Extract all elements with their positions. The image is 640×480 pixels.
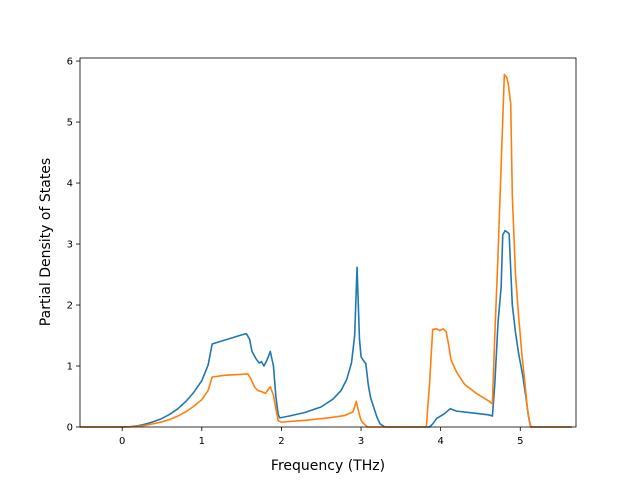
y-tick-label: 5 <box>67 118 73 129</box>
y-tick-label: 3 <box>67 240 73 251</box>
x-axis-label: Frequency (THz) <box>271 458 385 474</box>
y-tick-label: 2 <box>67 301 73 312</box>
y-tick-label: 4 <box>67 179 73 190</box>
x-tick-label: 4 <box>437 436 443 447</box>
x-tick-label: 3 <box>358 436 364 447</box>
y-tick-label: 0 <box>67 423 73 434</box>
x-tick-label: 0 <box>119 436 125 447</box>
plot-frame <box>79 57 577 428</box>
y-tick-label: 1 <box>67 362 73 373</box>
y-tick-label: 6 <box>67 57 73 68</box>
y-ticks: 0 1 2 3 4 5 6 <box>67 57 80 434</box>
y-axis-label: Partial Density of States <box>38 158 54 326</box>
x-tick-label: 1 <box>199 436 205 447</box>
series-line-1 <box>80 229 573 428</box>
x-tick-label: 2 <box>278 436 284 447</box>
series-line-2 <box>80 73 573 428</box>
x-tick-label: 5 <box>517 436 523 447</box>
series-layer <box>80 73 573 428</box>
x-ticks: 0 1 2 3 4 5 <box>119 427 523 447</box>
